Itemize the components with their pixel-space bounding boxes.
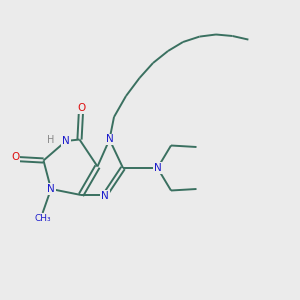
Text: N: N <box>62 136 70 146</box>
Text: O: O <box>11 152 19 163</box>
Text: CH₃: CH₃ <box>34 214 51 223</box>
Text: N: N <box>154 163 162 173</box>
Text: N: N <box>101 190 109 201</box>
Text: H: H <box>47 135 54 146</box>
Text: O: O <box>77 103 85 113</box>
Text: N: N <box>106 134 114 145</box>
Text: N: N <box>47 184 55 194</box>
